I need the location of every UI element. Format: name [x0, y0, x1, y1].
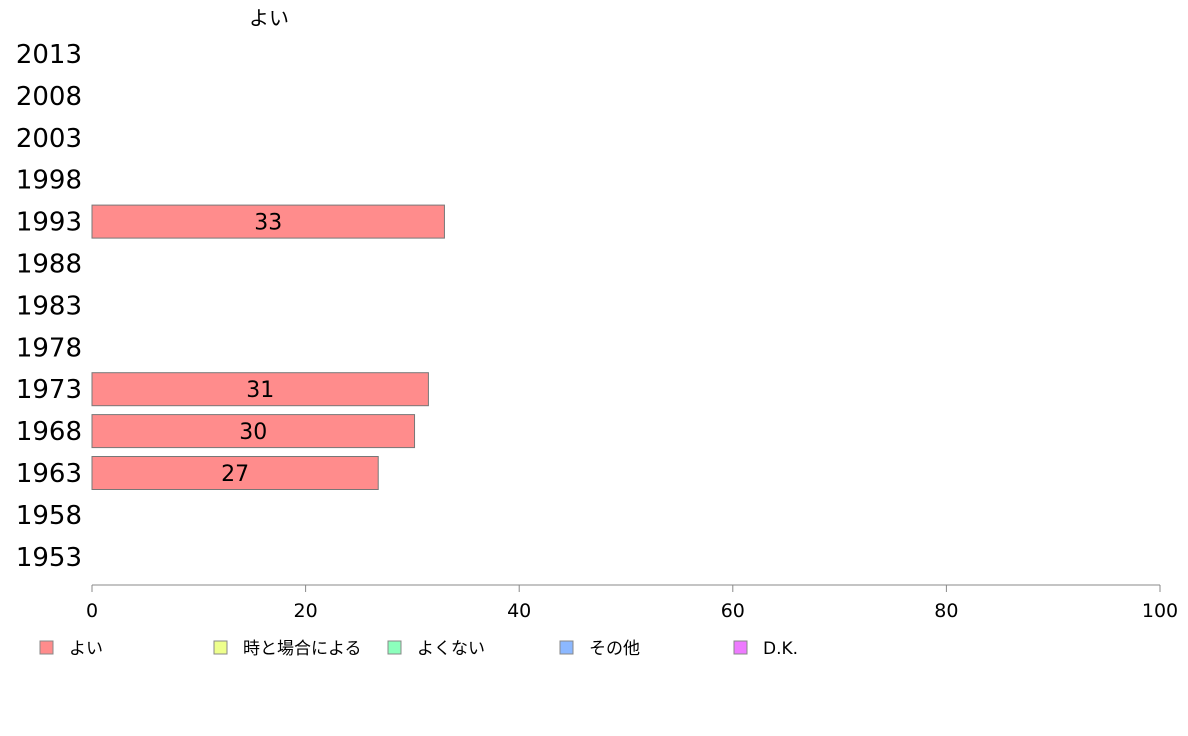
legend-label: よくない [417, 639, 485, 659]
bar [91, 372, 429, 407]
bar [91, 204, 445, 239]
legend-label: D.K. [763, 639, 798, 659]
legend-swatch [387, 640, 402, 655]
year-label: 1968 [16, 417, 82, 447]
x-tick-label: 20 [294, 600, 318, 622]
legend-label: よい [69, 639, 103, 659]
bar-value-label: 27 [221, 462, 249, 487]
year-label: 1998 [16, 166, 82, 196]
x-axis: 0 20 40 60 80 100 [86, 584, 1178, 622]
series-header: よい [249, 6, 289, 30]
bars: 33 31 30 27 [91, 204, 445, 490]
legend-swatch [213, 640, 228, 655]
year-label: 1973 [16, 375, 82, 405]
legend-label: その他 [589, 639, 640, 659]
year-label: 2003 [16, 124, 82, 154]
bar-value-label: 31 [246, 378, 274, 403]
year-label: 1983 [16, 291, 82, 321]
x-tick-label: 100 [1142, 600, 1178, 622]
x-tick-label: 60 [721, 600, 745, 622]
bar-value-label: 33 [254, 211, 282, 236]
year-label: 1978 [16, 333, 82, 363]
bar [91, 414, 416, 449]
year-labels: 2013 2008 2003 1998 1993 1988 1983 1978 1973 1968… [16, 40, 82, 573]
year-label: 1953 [16, 543, 82, 573]
legend: よい 時と場合による よくない その他 D.K. [39, 639, 798, 659]
legend-swatch [39, 640, 54, 655]
x-tick-label: 40 [507, 600, 531, 622]
legend-swatch [559, 640, 574, 655]
year-label: 1988 [16, 250, 82, 280]
x-tick-label: 80 [934, 600, 958, 622]
bar [91, 456, 379, 490]
year-label: 1963 [16, 459, 82, 489]
legend-swatch [733, 640, 748, 655]
year-label: 2008 [16, 82, 82, 112]
x-tick-label: 0 [86, 600, 98, 622]
legend-label: 時と場合による [243, 639, 362, 659]
year-label: 1993 [16, 208, 82, 238]
year-label: 2013 [16, 40, 82, 70]
bar-value-label: 30 [239, 420, 267, 445]
year-label: 1958 [16, 501, 82, 531]
